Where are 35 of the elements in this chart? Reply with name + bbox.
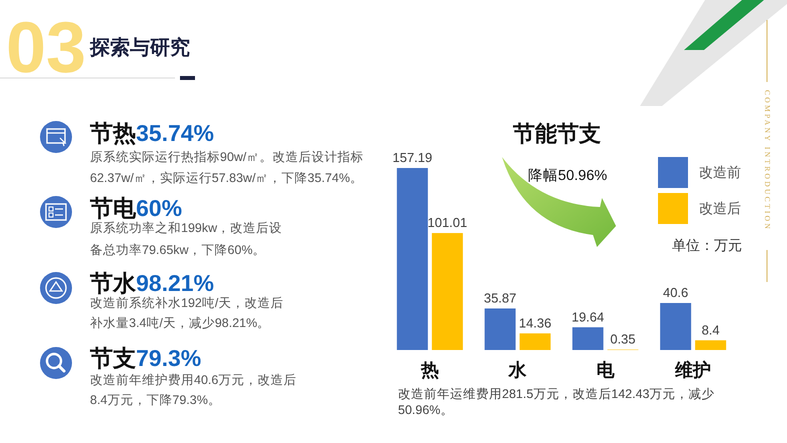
text: 探索与研究 [90,36,190,60]
text: 节水98.21% [90,270,214,296]
data-label: 35.87 [484,290,516,306]
data-label: 0.35 [610,332,636,347]
x-tick-label: 水 [508,360,528,380]
text: 原系统功率之和199kw，改造后设备总功率79.65kw，下降60%。 [90,220,284,259]
bar [396,168,428,350]
data-label: 8.4 [702,322,720,338]
text: 改造前年运维费用281.5万元，改造后142.43万元，减少50.96%。 [398,386,716,418]
text: 节热35.74% [90,120,214,146]
data-label: 14.36 [518,315,552,330]
text: 原系统实际运行热指标90w/㎡。改造后设计指标62.37w/㎡，实际运行57.83w/㎡，下降35.74%。 [90,149,364,187]
legend-label: 改造后 [699,200,741,216]
chart-title: 节能节支 [512,121,601,146]
data-label: 101.01 [427,215,468,230]
bar [695,340,726,350]
x-tick-label: 热 [420,360,439,380]
text: 03 [6,8,86,88]
data-label: 40.6 [662,284,688,300]
text: 改造前年维护费用40.6万元，改造后8.4万元，下降79.3%。 [90,372,298,409]
bar [660,302,692,350]
text: 节支79.3% [90,345,202,371]
text: 节电60% [90,195,182,221]
legend-label: 改造前 [699,164,741,180]
annotation: 降幅50.96% [528,167,608,185]
bar [432,233,463,350]
data-label: 157.19 [392,150,432,165]
text: 改造前系统补水192吨/天，改造后补水量3.4吨/天，减少98.21%。 [90,295,284,332]
bar [520,333,551,350]
bar [572,327,604,350]
data-label: 19.64 [572,309,604,324]
x-tick-label: 电 [596,360,616,380]
bar [484,308,516,350]
annotation: 单位：万元 [672,236,742,254]
x-tick-label: 维护 [674,360,712,380]
